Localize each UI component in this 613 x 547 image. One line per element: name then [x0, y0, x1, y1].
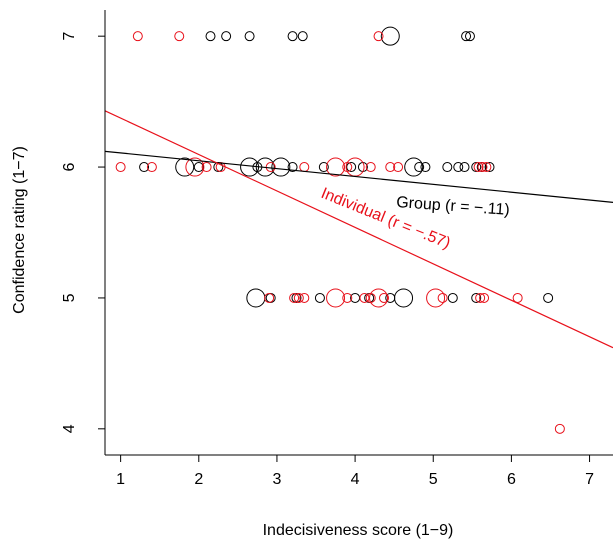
group-point [205, 31, 216, 42]
x-tick-label: 3 [272, 471, 281, 488]
individual-point [264, 292, 275, 303]
group-point [543, 292, 554, 303]
individual-point [479, 292, 490, 303]
individual-point [132, 31, 143, 42]
x-axis-title: Indecisiveness score (1−9) [263, 522, 454, 539]
x-tick-label: 5 [429, 471, 438, 488]
group-point [139, 162, 150, 173]
individual-point [393, 162, 404, 173]
x-tick-label: 6 [507, 471, 516, 488]
individual-point [326, 288, 346, 308]
group-point [453, 162, 464, 173]
axes: 1 2 3 4 5 6 7 4 5 6 7 [61, 10, 613, 488]
y-axis-title: Confidence rating (1−7) [11, 146, 28, 314]
individual-point [554, 423, 565, 434]
group-point [346, 162, 357, 173]
individual-point [115, 162, 126, 173]
individual-point [174, 31, 185, 42]
group-point [464, 31, 475, 42]
individual-point [185, 157, 205, 177]
group-fit-line [104, 150, 613, 203]
individual-point [437, 292, 448, 303]
plot-marks: Group (r = −.11)Individual (r = −.57) [104, 26, 613, 434]
group-point [291, 292, 302, 303]
group-point [380, 26, 400, 46]
group-point [420, 162, 431, 173]
individual-point [201, 162, 212, 173]
group-point [414, 162, 425, 173]
group-point [459, 162, 470, 173]
group-point [193, 162, 204, 173]
individual-point [365, 162, 376, 173]
group-point [471, 162, 482, 173]
individual-point [146, 162, 157, 173]
individual-fit-line [104, 110, 613, 349]
group-point [484, 162, 495, 173]
group-point [287, 31, 298, 42]
group-fit-label: Group (r = −.11) [396, 194, 510, 219]
x-tick-label: 1 [116, 471, 125, 488]
individual-point [473, 162, 484, 173]
x-tick-label: 7 [585, 471, 594, 488]
group-point [447, 292, 458, 303]
group-point [404, 157, 424, 177]
y-tick-label: 6 [61, 163, 78, 172]
y-tick-label: 4 [61, 424, 78, 433]
y-tick-label: 5 [61, 293, 78, 302]
individual-point [512, 292, 523, 303]
individual-point [369, 288, 389, 308]
x-tick-label: 2 [194, 471, 203, 488]
individual-point [481, 162, 492, 173]
group-point [394, 288, 414, 308]
group-point [287, 162, 298, 173]
individual-point [475, 292, 486, 303]
individual-point [289, 292, 300, 303]
group-point [246, 288, 266, 308]
individual-point [477, 162, 488, 173]
individual-point [385, 162, 396, 173]
individual-point [373, 31, 384, 42]
individual-point [359, 292, 370, 303]
individual-point [345, 157, 365, 177]
group-point [471, 292, 482, 303]
x-tick-label: 4 [351, 471, 360, 488]
individual-point [326, 157, 346, 177]
individual-point [342, 292, 353, 303]
y-tick-label: 7 [61, 32, 78, 41]
group-point [244, 31, 255, 42]
individual-point [293, 292, 304, 303]
group-point [461, 31, 472, 42]
group-point [271, 157, 291, 177]
group-point [297, 31, 308, 42]
group-point [314, 292, 325, 303]
individual-point [379, 292, 390, 303]
group-point [318, 162, 329, 173]
individual-point [299, 292, 310, 303]
group-point [442, 162, 453, 173]
group-point [175, 157, 195, 177]
individual-point [426, 288, 446, 308]
group-point [221, 31, 232, 42]
individual-point [299, 162, 310, 173]
